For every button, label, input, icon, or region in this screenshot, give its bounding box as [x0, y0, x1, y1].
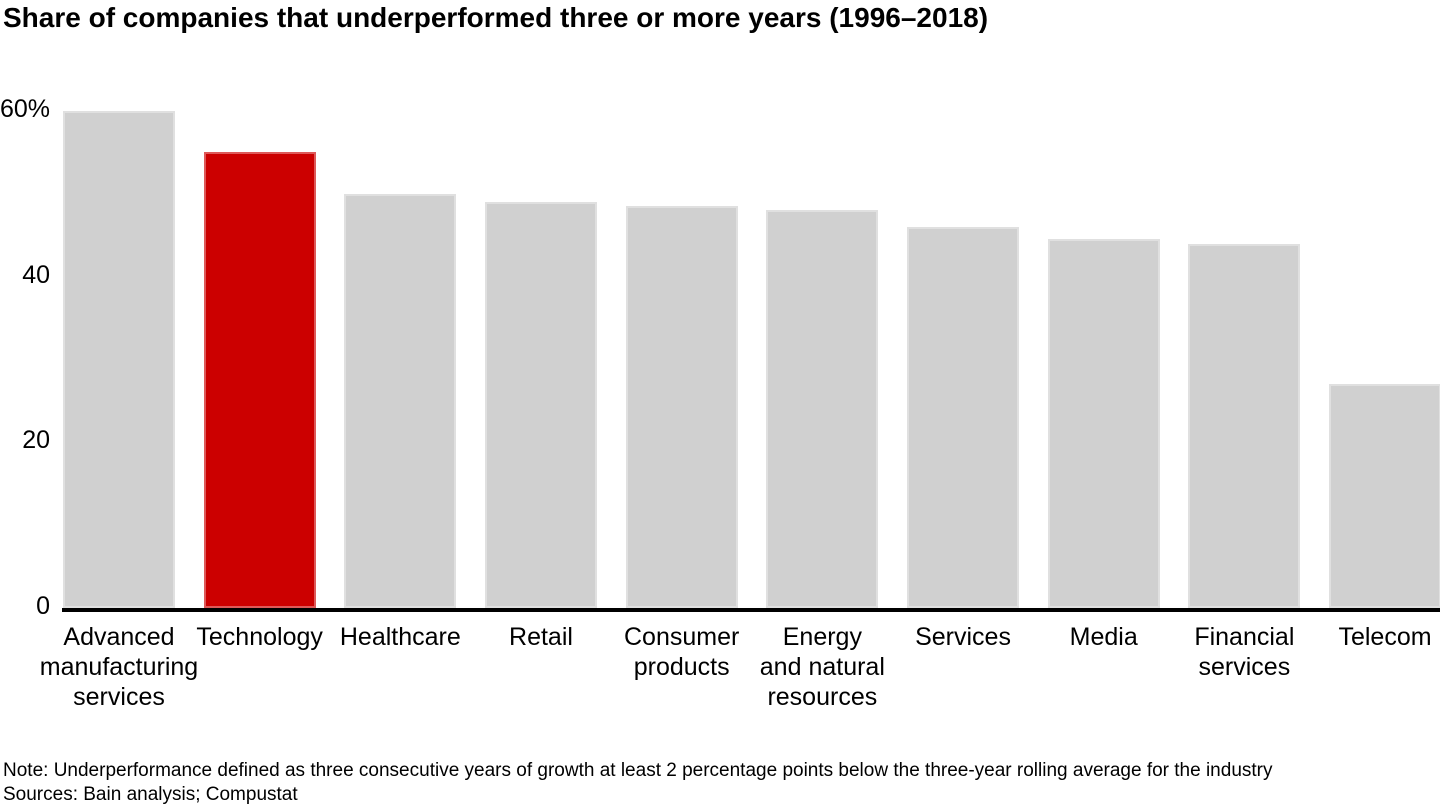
- x-axis-label-healthcare: Healthcare: [339, 623, 461, 651]
- bar-services: [907, 226, 1020, 608]
- bar-consumer-products: [625, 206, 738, 608]
- x-axis-label-technology: Technology: [196, 623, 323, 651]
- chart-title: Share of companies that underperformed t…: [3, 2, 989, 33]
- bar-retail: [485, 202, 597, 608]
- x-axis-label-advanced-manufacturing-services: Advanced manufacturing services: [39, 623, 199, 711]
- y-axis-tick-60: 60%: [0, 95, 51, 124]
- bar-energy-and-natural-resources: [766, 210, 879, 608]
- bar-advanced-manufacturing-services: [63, 111, 175, 608]
- x-axis-label-media: Media: [1069, 623, 1138, 651]
- x-axis-label-retail: Retail: [509, 623, 573, 651]
- x-axis-label-financial-services: Financial services: [1194, 623, 1295, 681]
- x-axis-label-energy-and-natural-resources: Energy and natural resources: [759, 623, 885, 711]
- bar-technology: [203, 152, 316, 608]
- bar-telecom: [1329, 384, 1440, 608]
- footnote-sources: Sources: Bain analysis; Compustat: [3, 784, 298, 805]
- x-axis-label-services: Services: [915, 623, 1011, 651]
- bar-financial-services: [1188, 243, 1301, 608]
- footnote-note: Note: Underperformance defined as three …: [3, 760, 1273, 781]
- bar-media: [1047, 239, 1160, 608]
- x-axis-label-consumer-products: Consumer products: [624, 623, 740, 681]
- x-axis-label-telecom: Telecom: [1338, 623, 1432, 651]
- y-axis-tick-0: 0: [36, 592, 50, 620]
- footnotes: Note: Underperformance defined as three …: [3, 759, 1273, 807]
- x-axis-baseline: [62, 608, 1440, 612]
- y-axis-tick-20: 20: [22, 426, 50, 455]
- bar-healthcare: [344, 193, 457, 608]
- y-axis-tick-40: 40: [22, 260, 50, 289]
